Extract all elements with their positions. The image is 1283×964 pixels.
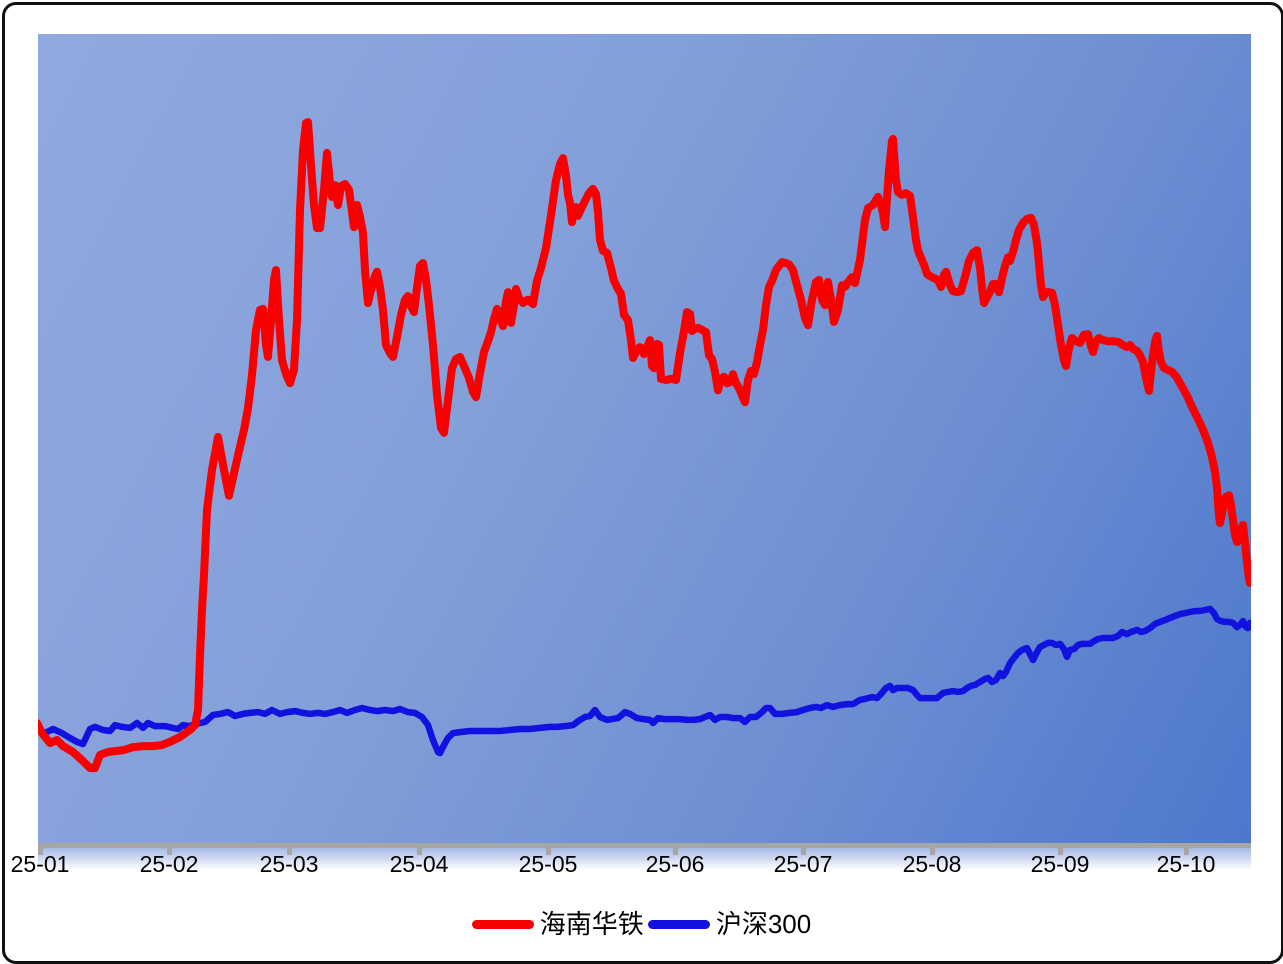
axis-shadow-glow bbox=[38, 848, 1251, 870]
series-line-csi300 bbox=[38, 605, 1251, 757]
x-axis-tick-label: 25-01 bbox=[10, 851, 70, 877]
x-axis-tick-label: 25-06 bbox=[645, 851, 705, 877]
x-axis-tick bbox=[673, 848, 678, 855]
x-axis-tick-label: 25-05 bbox=[518, 851, 578, 877]
x-axis-tick-label: 25-07 bbox=[773, 851, 833, 877]
legend-item-csi300: 沪深300 bbox=[647, 909, 812, 939]
legend: 海南华铁 沪深300 bbox=[0, 903, 1283, 945]
x-axis-tick bbox=[1184, 848, 1189, 855]
x-axis-tick-label: 25-02 bbox=[139, 851, 199, 877]
x-axis-tick-label: 25-08 bbox=[902, 851, 962, 877]
legend-item-hainan: 海南华铁 bbox=[471, 909, 644, 939]
x-axis-tick-label: 25-09 bbox=[1030, 851, 1090, 877]
x-axis-tick bbox=[930, 848, 935, 855]
x-axis-tick bbox=[287, 848, 292, 855]
x-axis-tick bbox=[801, 848, 806, 855]
x-axis-tick bbox=[38, 848, 43, 855]
x-axis-tick bbox=[546, 848, 551, 855]
legend-swatch-red-line bbox=[471, 919, 534, 929]
x-axis-tick bbox=[167, 848, 172, 855]
legend-label-csi300: 沪深300 bbox=[715, 909, 812, 939]
x-axis-tick-label: 25-10 bbox=[1156, 851, 1216, 877]
legend-label-hainan: 海南华铁 bbox=[539, 909, 644, 939]
x-axis-tick-label: 25-04 bbox=[389, 851, 449, 877]
x-axis-tick-label: 25-03 bbox=[259, 851, 319, 877]
legend-swatch-blue-line bbox=[647, 919, 710, 929]
x-axis-line bbox=[38, 843, 1251, 848]
x-axis-tick bbox=[417, 848, 422, 855]
series-line-hainan-huatie bbox=[38, 118, 1251, 773]
x-axis-tick bbox=[1058, 848, 1063, 855]
